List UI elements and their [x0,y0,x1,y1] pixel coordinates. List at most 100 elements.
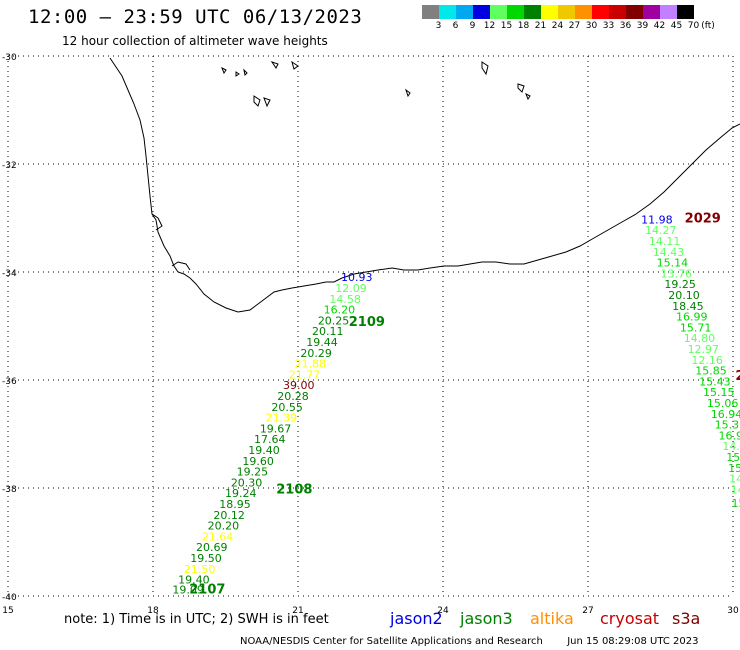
legend-s3a: s3a [672,609,701,628]
colorbar-swatch [541,5,558,19]
wave-height-value: 20.30 [231,476,262,489]
timestamp-text: Jun 15 08:29:08 UTC 2023 [567,636,699,647]
footer-credit: NOAA/NESDIS Center for Satellite Applica… [240,636,698,647]
legend-cryosat: cryosat [600,609,660,628]
lon-tick-label: 30 [727,606,739,616]
colorbar-swatch [558,5,575,19]
wave-height-value: 14.80 [684,332,716,345]
legend-altika: altika [530,609,574,628]
southern-africa-coastline [109,57,740,313]
wave-height-value: 21.50 [184,563,216,576]
colorbar-labels: 3 6 9 12 15 18 21 24 27 30 33 36 39 42 45 70 (ft) [422,21,740,33]
wave-height-value: 12.16 [691,354,723,367]
wave-height-value: 16.99 [676,311,708,324]
pass-time-label: 2109 [349,315,385,330]
colorbar-label: 30 [585,21,598,31]
wave-height-value: 12.97 [688,343,720,356]
lon-tick-label: 24 [437,606,449,616]
wave-height-value: 19.44 [306,336,338,349]
legend-jason3: jason3 [460,609,513,628]
lat-tick-label: -40 [2,593,17,603]
pass-time-label: 2029 [685,211,721,226]
wave-height-value: 21.88 [295,358,327,371]
lat-tick-label: -32 [2,161,17,171]
coastal-bay [171,261,191,271]
altimeter-tracks: 19.0919.4021.5019.5020.6921.6420.2020.12… [172,211,740,597]
wave-height-value: 20.25 [318,314,350,327]
colorbar-label: 9 [469,21,476,31]
wave-height-value: 19.24 [225,487,257,500]
coastline [109,57,740,313]
wave-height-value: 19.67 [260,422,292,435]
wave-height-value: 16.94 [711,408,740,421]
wave-height-value: 15 [728,462,740,475]
wave-height-value: 13.76 [661,267,693,280]
wave-height-value: 19.60 [242,455,274,468]
colorbar-label: 36 [619,21,632,31]
lat-tick-label: -34 [2,269,17,279]
wave-height-value: 14 [729,473,740,486]
wave-height-value: 18.95 [219,498,251,511]
wave-height-value: 11.98 [641,213,673,226]
colorbar-label: 15 [500,21,513,31]
wave-height-value: 20.28 [277,390,309,403]
wave-height-value: 20.20 [208,520,240,533]
lat-tick-label: -38 [2,485,17,495]
wave-height-value: 20.55 [271,401,303,414]
wave-height-value: 14 [731,483,740,496]
wave-height-value: 19.09 [172,583,204,596]
wave-height-value: 15.06 [707,397,739,410]
wave-height-value: 20.10 [668,289,700,302]
wave-height-value: 14.11 [649,235,681,248]
wave-height-value: 16.97 [719,429,740,442]
pass-time-label: 2107 [189,582,225,597]
wave-height-value: 20.11 [312,325,344,338]
wave-height-value: 21.39 [266,412,298,425]
colorbar-label: 21 [534,21,547,31]
pass-time-label: 2108 [276,482,312,497]
wave-height-value: 15.14 [657,257,689,270]
map-gridlines [7,55,734,597]
colorbar-label: 70 [687,21,700,31]
colorbar-label: 42 [653,21,666,31]
inland-water-bodies [221,60,531,108]
colorbar-label: 39 [636,21,649,31]
colorbar-swatch [439,5,456,19]
wave-height-value: 15 [726,451,740,464]
wave-height-value: 12.09 [335,282,367,295]
wave-height-value: 21.77 [289,368,321,381]
colorbar-swatch [490,5,507,19]
colorbar-label: 3 [435,21,442,31]
colorbar-swatch [575,5,592,19]
wave-height-value: 16.20 [324,304,356,317]
wave-height-value: 19.50 [190,552,222,565]
footer-note: note: 1) Time is in UTC; 2) SWH is in fe… [64,612,329,627]
wave-height-value: 19.40 [178,574,210,587]
wave-height-value: 20.29 [300,347,332,360]
credit-text: NOAA/NESDIS Center for Satellite Applica… [240,636,543,647]
axis-labels: -30 -32 -34 -36 -38 -40 15 18 21 24 27 30 [2,53,739,616]
pass-time-label: 20 [735,369,740,384]
wave-height-value: 17.64 [254,433,286,446]
wave-height-value: 20.12 [213,509,245,522]
colorbar-label: 24 [551,21,564,31]
colorbar-unit: (ft) [701,21,715,31]
wave-height-value: 19.25 [664,278,696,291]
colorbar-swatch [422,5,439,19]
wave-height-value: 21.64 [202,530,234,543]
wave-height-value: 15.37 [715,419,740,432]
wave-height-value: 10.93 [341,271,373,284]
map-subtitle: 12 hour collection of altimeter wave hei… [62,34,328,48]
colorbar-label: 45 [670,21,683,31]
map-title: 12:00 – 23:59 UTC 06/13/2023 [28,6,363,28]
wave-height-value: 19.40 [248,444,280,457]
colorbar [422,5,694,19]
wave-height-value: 14.27 [645,224,677,237]
lat-tick-label: -30 [2,53,17,63]
colorbar-swatch [456,5,473,19]
colorbar-swatch [626,5,643,19]
wave-height-value: 15.85 [695,365,727,378]
wave-height-value: 18.45 [672,300,704,313]
lon-tick-label: 15 [2,606,13,616]
